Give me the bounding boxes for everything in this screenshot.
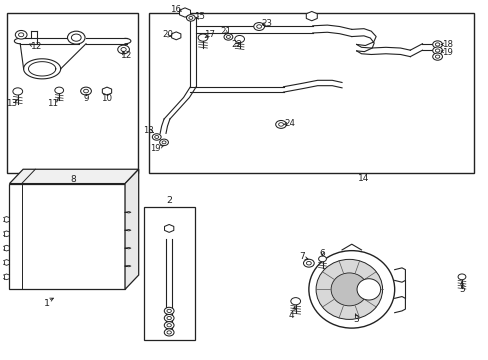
Text: 5: 5 <box>458 285 464 294</box>
Text: 20: 20 <box>162 30 173 39</box>
Text: 11: 11 <box>47 99 58 108</box>
Circle shape <box>166 324 171 327</box>
Circle shape <box>81 87 91 95</box>
Text: 12: 12 <box>31 42 42 51</box>
Circle shape <box>15 31 27 39</box>
Polygon shape <box>9 169 139 184</box>
Circle shape <box>154 135 159 138</box>
Circle shape <box>226 36 230 39</box>
Text: 15: 15 <box>194 12 205 21</box>
Circle shape <box>457 274 465 280</box>
Circle shape <box>55 87 63 94</box>
Ellipse shape <box>330 273 367 306</box>
Polygon shape <box>9 184 125 289</box>
Circle shape <box>432 53 442 60</box>
Text: 19: 19 <box>150 144 161 153</box>
Ellipse shape <box>308 251 394 328</box>
Circle shape <box>275 121 286 129</box>
Text: 16: 16 <box>169 5 181 14</box>
Text: 2: 2 <box>166 196 172 205</box>
Polygon shape <box>179 8 190 17</box>
Text: 23: 23 <box>261 19 271 28</box>
Circle shape <box>224 34 232 40</box>
Circle shape <box>19 33 24 37</box>
Circle shape <box>166 316 171 320</box>
Circle shape <box>13 88 22 95</box>
Circle shape <box>164 329 174 336</box>
Circle shape <box>162 141 166 144</box>
Circle shape <box>434 49 439 52</box>
Polygon shape <box>171 32 181 40</box>
Circle shape <box>432 47 442 54</box>
Circle shape <box>152 134 161 140</box>
Circle shape <box>256 25 261 28</box>
Text: 17: 17 <box>203 30 214 39</box>
Circle shape <box>318 256 326 262</box>
Text: 14: 14 <box>358 175 369 184</box>
Ellipse shape <box>356 279 380 300</box>
Text: 18: 18 <box>143 126 153 135</box>
Circle shape <box>303 259 314 267</box>
Circle shape <box>164 307 174 315</box>
Text: 7: 7 <box>299 252 305 261</box>
Circle shape <box>71 34 81 41</box>
Circle shape <box>83 89 88 93</box>
Polygon shape <box>125 169 139 289</box>
Circle shape <box>290 298 300 305</box>
Ellipse shape <box>315 259 382 319</box>
Circle shape <box>198 34 207 41</box>
Circle shape <box>67 31 85 44</box>
Text: 9: 9 <box>83 94 89 103</box>
Circle shape <box>121 48 126 51</box>
Polygon shape <box>305 12 317 21</box>
Text: 19: 19 <box>441 48 452 57</box>
Circle shape <box>434 55 439 58</box>
Circle shape <box>166 331 171 334</box>
Text: 10: 10 <box>101 94 112 103</box>
Circle shape <box>306 261 311 265</box>
Bar <box>149 13 473 173</box>
Text: 1: 1 <box>44 299 50 308</box>
Circle shape <box>118 45 129 54</box>
Text: 21: 21 <box>220 27 231 36</box>
Circle shape <box>164 321 174 329</box>
Circle shape <box>159 139 168 145</box>
Circle shape <box>164 315 174 321</box>
Circle shape <box>186 15 195 21</box>
Text: 24: 24 <box>284 119 295 128</box>
Bar <box>6 13 138 173</box>
Polygon shape <box>102 87 111 95</box>
Circle shape <box>253 23 264 31</box>
Circle shape <box>188 17 192 19</box>
Circle shape <box>166 309 171 312</box>
Polygon shape <box>164 225 173 232</box>
Text: 8: 8 <box>70 175 76 184</box>
Text: 6: 6 <box>319 249 325 258</box>
Circle shape <box>278 123 283 126</box>
Text: 4: 4 <box>288 311 293 320</box>
Text: 13: 13 <box>6 99 17 108</box>
Text: 22: 22 <box>231 40 242 49</box>
Circle shape <box>234 36 244 42</box>
Text: 18: 18 <box>441 40 452 49</box>
Text: 3: 3 <box>353 315 359 324</box>
Bar <box>143 207 194 339</box>
Circle shape <box>434 43 439 46</box>
Text: 12: 12 <box>121 51 132 60</box>
Circle shape <box>432 41 442 48</box>
